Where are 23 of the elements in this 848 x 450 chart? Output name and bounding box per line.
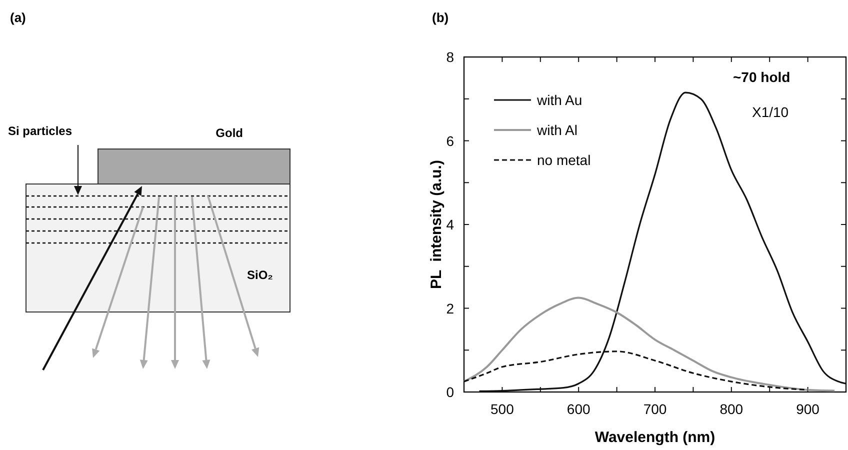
x-tick-label: 800 — [720, 401, 744, 417]
y-tick-label: 4 — [446, 216, 454, 232]
annotation: ~70 hold — [733, 69, 790, 85]
annotation: X1/10 — [752, 104, 789, 120]
text: (a) — [10, 10, 26, 25]
text: Gold — [216, 126, 243, 140]
y-tick-label: 8 — [446, 49, 454, 65]
x-tick-label: 700 — [643, 401, 667, 417]
y-tick-label: 0 — [446, 384, 454, 400]
text: Si particles — [8, 124, 72, 138]
x-tick-label: 600 — [566, 401, 590, 417]
legend-label: with Au — [536, 92, 582, 108]
chart-title: (b) — [432, 10, 449, 25]
y-tick-label: 6 — [446, 132, 454, 149]
legend-label: no metal — [537, 152, 591, 168]
x-tick-label: 900 — [796, 401, 820, 417]
x-tick-label: 500 — [490, 401, 514, 417]
y-axis-title: PL intensity (a.u.) — [428, 160, 445, 289]
y-tick-label: 2 — [446, 300, 454, 316]
text: SiO₂ — [247, 268, 274, 282]
x-axis-title: Wavelength (nm) — [594, 429, 716, 446]
legend-label: with Al — [536, 122, 578, 138]
line-series — [463, 296, 836, 392]
